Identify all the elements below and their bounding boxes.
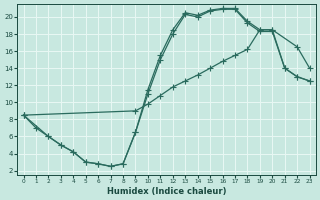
- X-axis label: Humidex (Indice chaleur): Humidex (Indice chaleur): [107, 187, 226, 196]
